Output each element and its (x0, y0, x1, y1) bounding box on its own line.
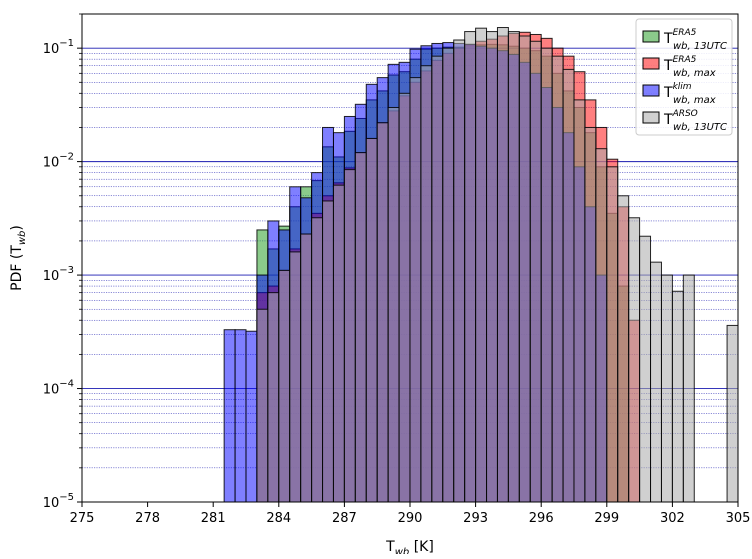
histogram-bar (398, 92, 411, 503)
y-axis-label-sub: wb (17, 231, 28, 246)
histogram-bar (671, 290, 684, 503)
histogram-bar (573, 99, 586, 503)
histogram-bar (278, 269, 291, 503)
legend-swatch (642, 30, 660, 43)
legend-swatch (642, 111, 660, 124)
histogram-bar (562, 68, 575, 503)
x-axis-ticks: 275 278 281 284 287 290 293 296 299 302 305 (70, 502, 751, 526)
x-tick-label: 302 (660, 511, 685, 526)
x-axis-label-main: T (385, 539, 395, 554)
y-tick-label: 10−2 (43, 152, 74, 171)
histogram-bar (376, 122, 389, 503)
histogram-bar (540, 47, 553, 503)
x-tick-label: 296 (529, 511, 554, 526)
histogram-bar (234, 329, 247, 503)
y-axis-label-rest: ) (9, 225, 25, 230)
histogram-bar (595, 148, 608, 503)
histogram-bar (453, 39, 466, 503)
histogram-bar (365, 137, 378, 503)
histogram-bar (300, 233, 313, 503)
y-axis-ticks: 10−5 10−4 10−3 10−2 10−1 (43, 13, 82, 511)
histogram-bar (387, 106, 400, 503)
x-tick-label: 287 (332, 511, 357, 526)
histogram-bar (409, 77, 422, 503)
histogram-bar (420, 65, 433, 503)
y-tick-label: 10−1 (43, 38, 74, 57)
histogram-bar (289, 251, 302, 503)
histogram-bar (343, 169, 356, 503)
y-tick-label: 10−5 (43, 492, 74, 511)
series-arso-wb13utc (256, 27, 739, 503)
y-axis-label-main: PDF (T (9, 245, 25, 291)
histogram-bar (628, 217, 641, 503)
x-tick-label: 299 (594, 511, 619, 526)
x-tick-label: 305 (726, 511, 751, 526)
histogram-bar (311, 217, 324, 503)
histogram-bar (518, 35, 531, 503)
histogram-bar (442, 47, 455, 503)
x-tick-label: 290 (398, 511, 423, 526)
histogram-bar (267, 292, 280, 503)
histogram-bar (584, 126, 597, 503)
histogram-bar (464, 31, 477, 503)
histogram-bar (322, 200, 334, 503)
histogram-bar (354, 152, 367, 503)
legend-swatch (642, 57, 660, 70)
y-tick-label: 10−3 (43, 265, 74, 284)
legend-swatch (642, 84, 660, 97)
x-axis-label-rest: [K] (409, 539, 434, 554)
histogram-bar (682, 274, 695, 503)
histogram-bar (223, 329, 236, 503)
histogram-bar (256, 308, 269, 503)
histogram-bar (617, 195, 630, 503)
y-axis-label: PDF (Twb) (9, 225, 28, 291)
histogram-bar (650, 261, 662, 503)
histogram-bar (639, 235, 652, 503)
x-axis-label: Twb [K] (385, 539, 434, 554)
histogram-bar (332, 184, 345, 503)
histogram-bar (660, 274, 673, 503)
legend-box (635, 18, 733, 136)
legend-entry-label: TERA5 wb, max (663, 55, 716, 79)
legend-entry-label: TARSO wb, 13UTC (663, 109, 727, 133)
histogram-bar (507, 31, 520, 503)
histogram-bar (496, 27, 509, 503)
histogram-bar (475, 27, 488, 503)
histogram-bar (606, 166, 619, 503)
legend-entry-label: TERA5 wb, 13UTC (663, 28, 727, 52)
histogram-bar (551, 55, 564, 503)
x-tick-label: 275 (70, 511, 95, 526)
histogram-bar (726, 324, 739, 503)
x-axis-label-sub: wb (395, 547, 410, 554)
y-tick-label: 10−4 (43, 379, 74, 398)
histogram-bar (529, 40, 542, 503)
x-tick-label: 281 (201, 511, 226, 526)
histogram-bar (245, 330, 258, 503)
x-tick-label: 293 (463, 511, 488, 526)
legend: TERA5 wb, 13UTC TERA5 wb, max Tklim wb, max TA… (635, 18, 733, 136)
x-tick-label: 278 (135, 511, 160, 526)
histogram-bar (431, 55, 444, 503)
histogram-bar (486, 31, 498, 503)
legend-entry-label: Tklim wb, max (663, 82, 716, 106)
x-tick-label: 284 (266, 511, 291, 526)
